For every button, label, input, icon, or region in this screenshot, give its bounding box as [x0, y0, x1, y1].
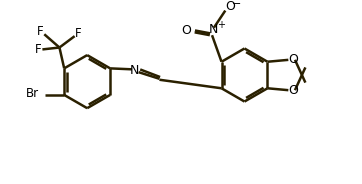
- Text: O: O: [181, 24, 191, 37]
- Text: N: N: [130, 64, 139, 77]
- Text: F: F: [37, 25, 44, 38]
- Text: F: F: [35, 43, 42, 56]
- Text: N: N: [209, 23, 219, 36]
- Text: Br: Br: [25, 87, 39, 100]
- Text: O: O: [225, 0, 235, 13]
- Text: O: O: [288, 53, 298, 66]
- Text: +: +: [216, 20, 224, 30]
- Text: F: F: [75, 27, 82, 40]
- Text: −: −: [232, 0, 241, 9]
- Text: O: O: [288, 84, 298, 97]
